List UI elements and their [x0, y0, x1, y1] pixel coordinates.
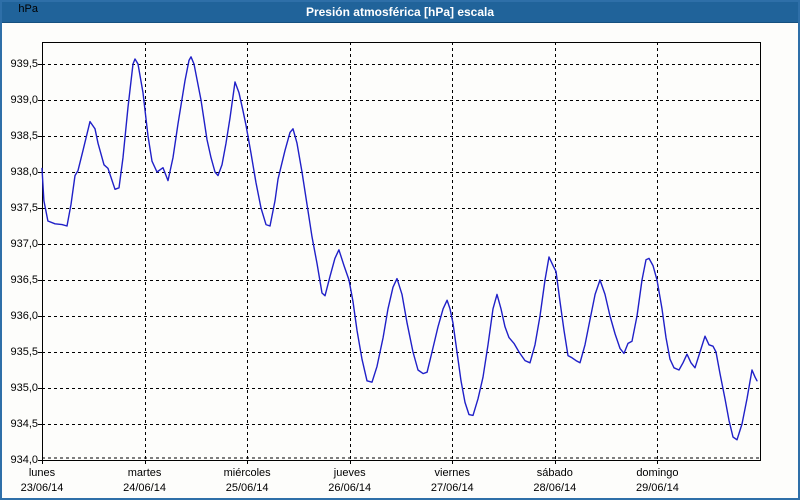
x-axis-date-label: 23/06/14	[20, 482, 64, 494]
x-axis-date-label: 26/06/14	[328, 482, 372, 494]
pressure-line	[41, 56, 758, 441]
x-axis-day-label: miércoles	[223, 467, 271, 479]
y-axis-tick-label: 936,0	[10, 310, 38, 322]
y-axis-tick-label: 936,5	[10, 274, 38, 286]
y-axis-unit-label: hPa	[18, 3, 38, 15]
x-axis-day-label: viernes	[434, 467, 471, 479]
x-axis-date-label: 25/06/14	[225, 482, 269, 494]
y-axis-tick-label: 938,0	[10, 166, 38, 178]
y-axis-tick-label: 939,0	[10, 94, 38, 106]
x-axis-day-label: domingo	[636, 467, 679, 479]
plot-border	[42, 42, 761, 461]
x-axis-date-label: 28/06/14	[533, 482, 577, 494]
y-axis-tick-label: 934,0	[10, 454, 38, 466]
y-axis-tick-label: 938,5	[10, 130, 38, 142]
x-axis-day-label: martes	[127, 467, 162, 479]
y-axis-tick-label: 939,5	[10, 58, 38, 70]
y-axis-tick-label: 934,5	[10, 418, 38, 430]
y-axis-tick-label: 937,0	[10, 238, 38, 250]
x-axis-day-label: lunes	[28, 467, 56, 479]
x-axis-day-label: jueves	[333, 467, 366, 479]
x-axis-date-label: 29/06/14	[636, 482, 679, 494]
y-axis-tick-label: 935,5	[10, 346, 38, 358]
y-axis-tick-label: 935,0	[10, 382, 38, 394]
x-axis-day-label: sábado	[536, 467, 573, 479]
y-axis-tick-label: 937,5	[10, 202, 38, 214]
window-title: Presión atmosférica [hPa] escala	[305, 5, 495, 19]
x-axis-date-label: 27/06/14	[430, 482, 474, 494]
x-axis-date-label: 24/06/14	[123, 482, 166, 494]
title-bar: Presión atmosférica [hPa] escala	[2, 2, 798, 23]
